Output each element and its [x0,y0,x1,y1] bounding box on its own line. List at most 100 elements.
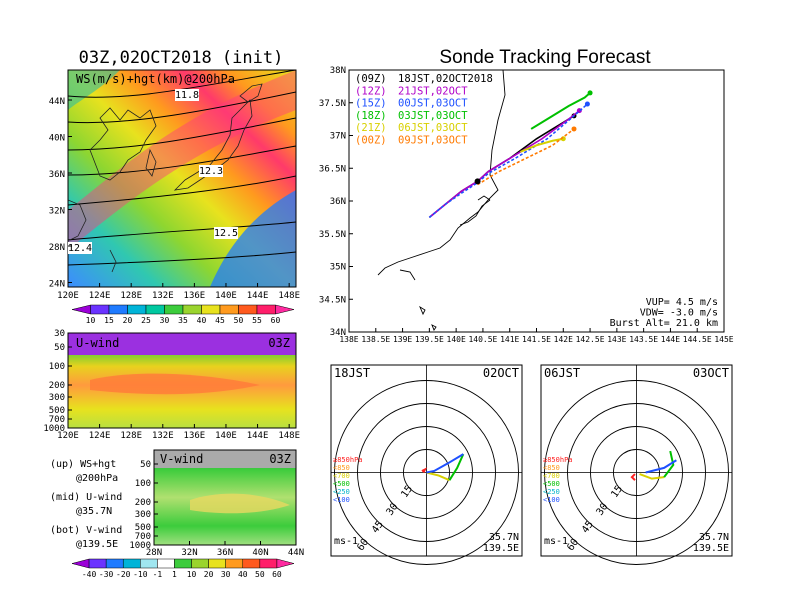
hodograph-loc-lon: 139.5E [483,543,519,554]
lon-tick-label: 128E [120,431,142,441]
contour-label-box [199,165,223,177]
hodograph-level-label: ≥850hPa [543,456,573,464]
hodograph-level-label: <850 [543,464,560,472]
vwind-panel: V-wind 03Z [153,449,297,546]
track-endpoint [587,90,593,96]
uv-colorbar-label: -20 [116,570,131,579]
hodograph-level-label: ≥850hPa [333,456,363,464]
hodograph-level-label: <100 [333,496,350,504]
legend-mid: (mid) U-wind [50,492,122,503]
uv-colorbar-cell [208,558,226,569]
uv-colorbar-label: 60 [272,570,282,579]
ws-colorbar-label: 20 [123,316,133,325]
track-lines [428,90,593,218]
contour-label: 12.5 [214,228,238,239]
lon-tick-label: 124E [89,431,111,441]
contour-label: 11.8 [175,90,199,101]
ws-colorbar-label: 45 [215,316,225,325]
uv-colorbar-cell [174,558,192,569]
hodograph-trace [639,473,665,480]
track-map [349,70,724,332]
lon-tick-label: 138E [339,335,358,344]
uv-colorbar-cell [259,558,278,569]
hodograph-time: 06JST [544,366,580,380]
lon-tick-label: 142.5E [576,335,605,344]
lon-tick-label: 132E [152,291,174,301]
track-series-line [428,103,588,218]
p-tick-label: 100 [135,479,151,489]
track-legend-jst: 03JST,03OCT [398,110,468,122]
p-tick-label: 50 [54,343,65,353]
ws-colorbar-label: 40 [197,316,207,325]
hodograph-unit: ms-1 [544,536,568,547]
lat-tick-label: 24N [49,280,65,290]
contour-label: 12.3 [199,166,223,177]
p-tick-label: 200 [135,498,151,508]
lat-tick-label: 36N [217,548,233,558]
hgt-contours [68,70,296,266]
ws-colorbar-cell [219,304,239,315]
ws-colorbar-label: 15 [104,316,114,325]
lon-tick-label: 138.5E [361,335,390,344]
uv-colorbar-cell [276,558,295,569]
track-legend: (09Z) 18JST,02OCT2018 (12Z) 21JST,02OCT (15Z… [355,73,493,147]
track-param: VUP= 4.5 m/s [646,297,718,308]
hodograph-loc-lat: 35.7N [699,532,729,543]
track-legend-jst: 09JST,03OCT [398,135,468,147]
contour-labels: 11.8 12.3 12.5 12.4 [68,89,238,254]
lon-tick-label: 141.5E [522,335,551,344]
hodograph-trace [630,473,636,481]
legend-up2: @200hPa [76,473,118,484]
hodograph-trace [421,467,428,473]
track-map-bg [349,70,724,332]
legend-mid2: @35.7N [76,506,112,517]
uv-colorbar: -40 -30 -20 -10 -1 1 10 20 30 40 50 60 [71,558,295,579]
lon-tick-label: 136E [184,291,206,301]
uv-colorbar-label: -40 [82,570,97,579]
ws-heatmap [68,70,296,287]
track-series-line [530,92,591,130]
lat-tick-label: 36N [49,170,65,180]
p-tick-label: 700 [49,415,65,425]
uv-colorbar-label: 20 [204,570,214,579]
lat-tick-label: 44N [49,97,65,107]
lon-tick-label: 143.5E [629,335,658,344]
lon-tick-label: 136E [184,431,206,441]
p-tick-label: 100 [49,362,65,372]
uv-colorbar-label: -30 [99,570,114,579]
p-tick-label: 300 [135,510,151,520]
uv-colorbar-label: 10 [187,570,197,579]
legend-bot: (bot) V-wind [50,525,122,536]
lat-tick-label: 37.5N [319,99,346,109]
ws-colorbar-cell [182,304,202,315]
hodograph-level-label: <500 [333,480,350,488]
hodograph-level-label: <100 [543,496,560,504]
track-legend-jst: 00JST,03OCT [398,98,468,110]
track-legend-z: (18Z) [355,110,387,122]
ws-colorbar-label: 25 [141,316,151,325]
track-series-line [477,128,575,186]
north-low-ws [68,70,120,110]
lon-tick-label: 140.5E [468,335,497,344]
lon-tick-label: 132E [152,431,174,441]
lat-tick-label: 36N [330,197,346,207]
vwind-time: 03Z [269,452,291,466]
uv-colorbar-cell [71,558,90,569]
low-ws-region [210,190,296,287]
uwind-frame [67,332,297,429]
lat-tick-label: 34.5N [319,295,346,305]
right-title: Sonde Tracking Forecast [439,47,651,68]
lon-tick-label: 139.5E [415,335,444,344]
ws-colorbar-label: 10 [86,316,96,325]
track-param: VDW= -3.0 m/s [640,308,718,319]
hodograph-level-label: <500 [543,480,560,488]
hodograph-level-label: <850 [333,464,350,472]
uv-colorbar-cell [122,558,141,569]
hodograph-date: 03OCT [693,366,729,380]
uv-colorbar-cell [157,558,175,569]
